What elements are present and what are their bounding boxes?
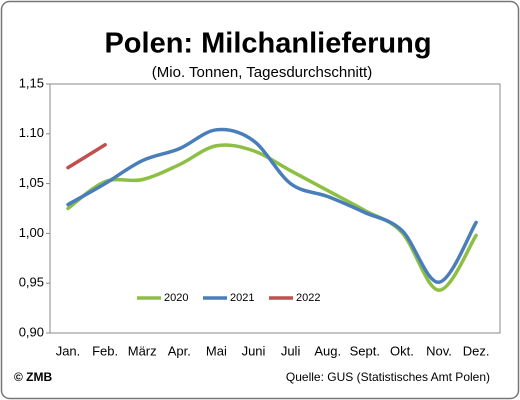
chart-subtitle: (Mio. Tonnen, Tagesdurchschnitt) [152, 64, 372, 81]
x-tick-label: Feb. [92, 343, 118, 358]
x-tick-label: Mai [206, 343, 227, 358]
x-tick-label: Jan. [56, 343, 81, 358]
y-tick-label: 1,05 [19, 175, 44, 190]
chart-title: Polen: Milchanlieferung [104, 28, 431, 60]
legend-label: 2021 [230, 292, 254, 304]
x-tick-label: Dez. [463, 343, 490, 358]
x-tick-label: Aug. [314, 343, 341, 358]
x-tick-label: Sept. [350, 343, 380, 358]
x-tick-label: Juni [242, 343, 266, 358]
y-tick-label: 0,95 [19, 275, 44, 290]
y-tick-label: 1.10 [19, 125, 44, 140]
y-tick-label: 0,90 [19, 324, 44, 339]
legend-label: 2022 [296, 292, 320, 304]
x-tick-label: Apr. [168, 343, 191, 358]
x-tick-label: Nov. [426, 343, 452, 358]
y-tick-label: 1,15 [19, 75, 44, 90]
x-tick-label: März [128, 343, 157, 358]
series-line [66, 127, 478, 284]
x-tick-label: Juli [281, 343, 301, 358]
plot-area [49, 83, 501, 334]
y-tick-label: 1,00 [19, 225, 44, 240]
source: Quelle: GUS (Statistisches Amt Polen) [286, 370, 490, 384]
series-line [66, 143, 107, 170]
copyright: © ZMB [14, 370, 53, 384]
legend-label: 2020 [164, 292, 188, 304]
x-tick-label: Okt. [390, 343, 414, 358]
